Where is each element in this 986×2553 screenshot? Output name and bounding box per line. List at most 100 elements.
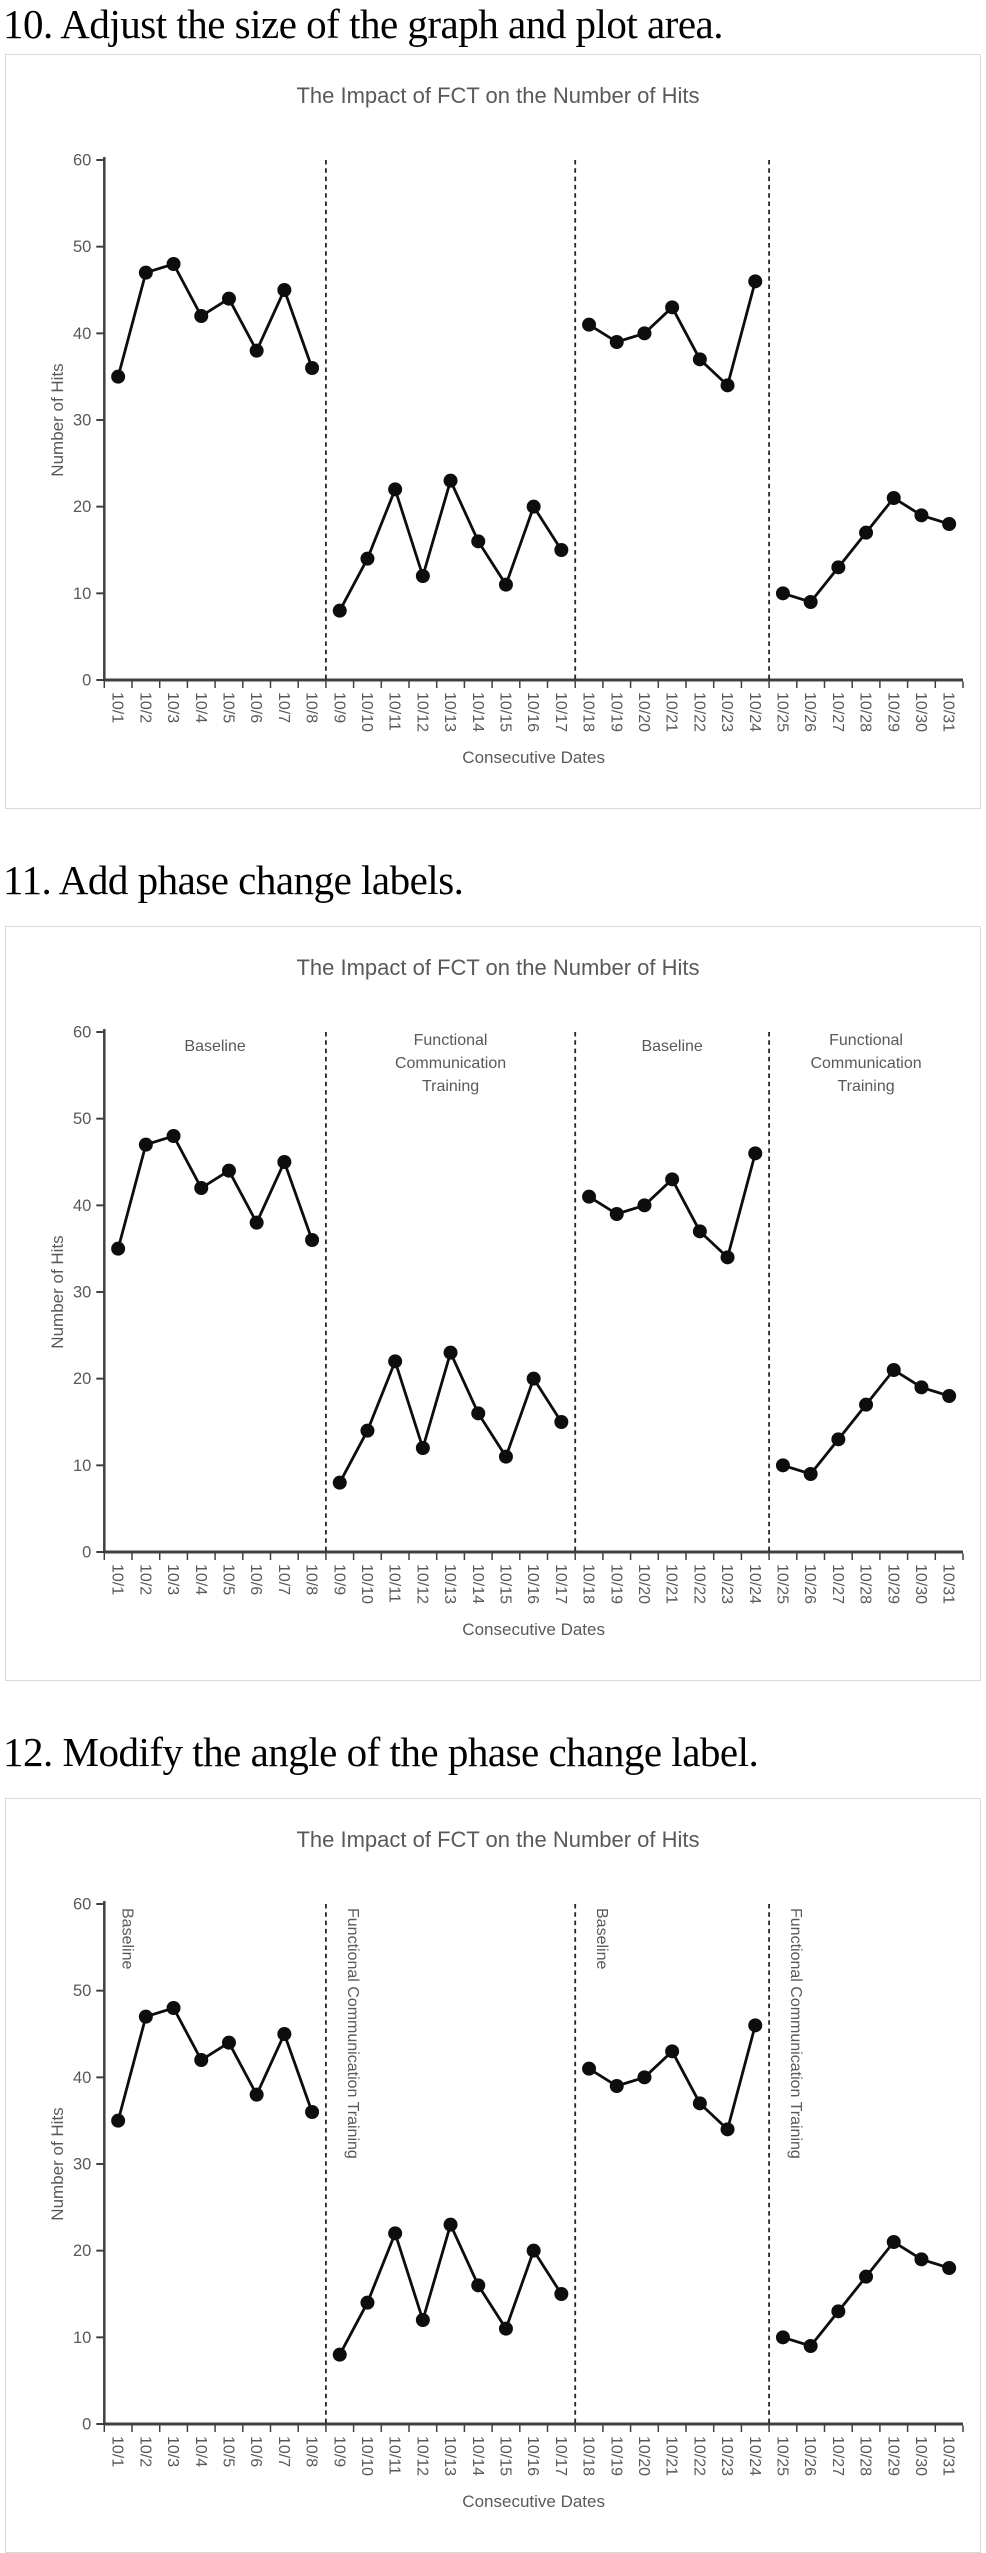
data-point: [526, 499, 541, 514]
phase-line-segment: [588, 280, 757, 388]
data-point: [914, 2252, 929, 2267]
data-point: [637, 326, 652, 341]
x-axis-title: Consecutive Dates: [462, 748, 605, 767]
y-tick-label: 40: [73, 1197, 91, 1215]
data-point: [471, 2278, 486, 2293]
data-point: [692, 352, 707, 367]
data-point: [498, 2321, 513, 2336]
data-point: [526, 2243, 541, 2258]
x-tick-label: 10/15: [496, 1564, 513, 1604]
x-tick-label: 10/2: [136, 692, 153, 723]
data-point: [609, 2078, 624, 2093]
x-tick-label: 10/21: [663, 1564, 680, 1604]
x-tick-label: 10/14: [469, 2436, 486, 2476]
data-point: [914, 1380, 929, 1395]
data-point: [415, 1440, 430, 1455]
x-tick-label: 10/29: [884, 692, 901, 732]
x-tick-label: 10/22: [690, 1564, 707, 1604]
x-tick-label: 10/22: [690, 692, 707, 732]
data-point: [665, 1172, 680, 1187]
x-tick-label: 10/28: [857, 692, 874, 732]
y-tick-label: 60: [73, 151, 91, 169]
data-point: [775, 586, 790, 601]
data-point: [859, 2269, 874, 2284]
data-point: [471, 534, 486, 549]
chart-card-step-10: The Impact of FCT on the Number of Hits 0…: [5, 53, 981, 809]
x-tick-label: 10/24: [746, 2436, 763, 2476]
x-tick-label: 10/17: [552, 692, 569, 732]
data-point: [388, 482, 403, 497]
data-point: [554, 1414, 569, 1429]
data-point: [360, 1423, 375, 1438]
x-tick-label: 10/30: [912, 1564, 929, 1604]
data-point: [249, 343, 264, 358]
x-tick-label: 10/24: [746, 692, 763, 732]
step-12-heading: 12. Modify the angle of the phase change…: [3, 1728, 759, 1775]
data-point: [360, 2295, 375, 2310]
y-axis-title: Number of Hits: [48, 1235, 67, 1348]
data-point: [582, 317, 597, 332]
data-point: [194, 1180, 209, 1195]
data-point: [720, 2122, 735, 2137]
x-tick-label: 10/15: [496, 2436, 513, 2476]
phase-label: Training: [422, 1078, 479, 1095]
data-point: [859, 525, 874, 540]
phase-label-rotated: Functional Communication Training: [787, 1908, 804, 2159]
x-tick-label: 10/1: [109, 1564, 126, 1595]
x-tick-label: 10/5: [219, 1564, 236, 1595]
data-point: [111, 2113, 126, 2128]
x-tick-label: 10/19: [607, 1564, 624, 1604]
phase-label: Baseline: [184, 1038, 245, 1055]
x-tick-label: 10/23: [718, 692, 735, 732]
y-tick-label: 20: [73, 1370, 91, 1388]
data-point: [775, 1458, 790, 1473]
fct-chart-step-10: The Impact of FCT on the Number of Hits 0…: [48, 83, 964, 767]
x-tick-label: 10/8: [303, 692, 320, 723]
x-tick-label: 10/2: [136, 2436, 153, 2467]
y-tick-label: 0: [82, 1543, 91, 1561]
data-point: [942, 516, 957, 531]
x-tick-label: 10/29: [884, 1564, 901, 1604]
data-point: [166, 256, 181, 271]
x-tick-label: 10/7: [275, 692, 292, 723]
data-point: [831, 560, 846, 575]
phase-label: Functional: [414, 1032, 488, 1049]
x-tick-label: 10/6: [247, 2436, 264, 2467]
data-point: [748, 1146, 763, 1161]
data-point: [886, 2234, 901, 2249]
data-point: [498, 1449, 513, 1464]
x-tick-label: 10/10: [358, 2436, 375, 2476]
chart-title: The Impact of FCT on the Number of Hits: [296, 955, 699, 980]
x-tick-label: 10/13: [441, 2436, 458, 2476]
x-tick-label: 10/20: [635, 2436, 652, 2476]
x-tick-label: 10/21: [663, 2436, 680, 2476]
data-point: [471, 1406, 486, 1421]
data-point: [111, 369, 126, 384]
y-tick-label: 50: [73, 238, 91, 256]
data-point: [886, 490, 901, 505]
data-point: [332, 2347, 347, 2362]
data-point: [443, 2217, 458, 2232]
data-point: [221, 1163, 236, 1178]
data-point: [277, 2026, 292, 2041]
x-tick-label: 10/24: [746, 1564, 763, 1604]
data-point: [249, 1215, 264, 1230]
x-tick-label: 10/30: [912, 692, 929, 732]
x-tick-label: 10/7: [275, 1564, 292, 1595]
step-11-heading: 11. Add phase change labels.: [3, 856, 464, 903]
x-tick-label: 10/18: [580, 2436, 597, 2476]
x-tick-label: 10/25: [773, 1564, 790, 1604]
data-point: [886, 1362, 901, 1377]
data-point: [748, 274, 763, 289]
x-tick-label: 10/28: [857, 2436, 874, 2476]
phase-label-rotated: Baseline: [118, 1908, 135, 1969]
x-tick-label: 10/4: [192, 692, 209, 723]
x-tick-label: 10/6: [247, 692, 264, 723]
x-tick-label: 10/16: [524, 1564, 541, 1604]
x-tick-label: 10/3: [164, 2436, 181, 2467]
x-tick-label: 10/15: [496, 692, 513, 732]
phase-line-segment: [588, 1152, 757, 1260]
x-tick-label: 10/31: [940, 1564, 957, 1604]
data-point: [665, 300, 680, 315]
